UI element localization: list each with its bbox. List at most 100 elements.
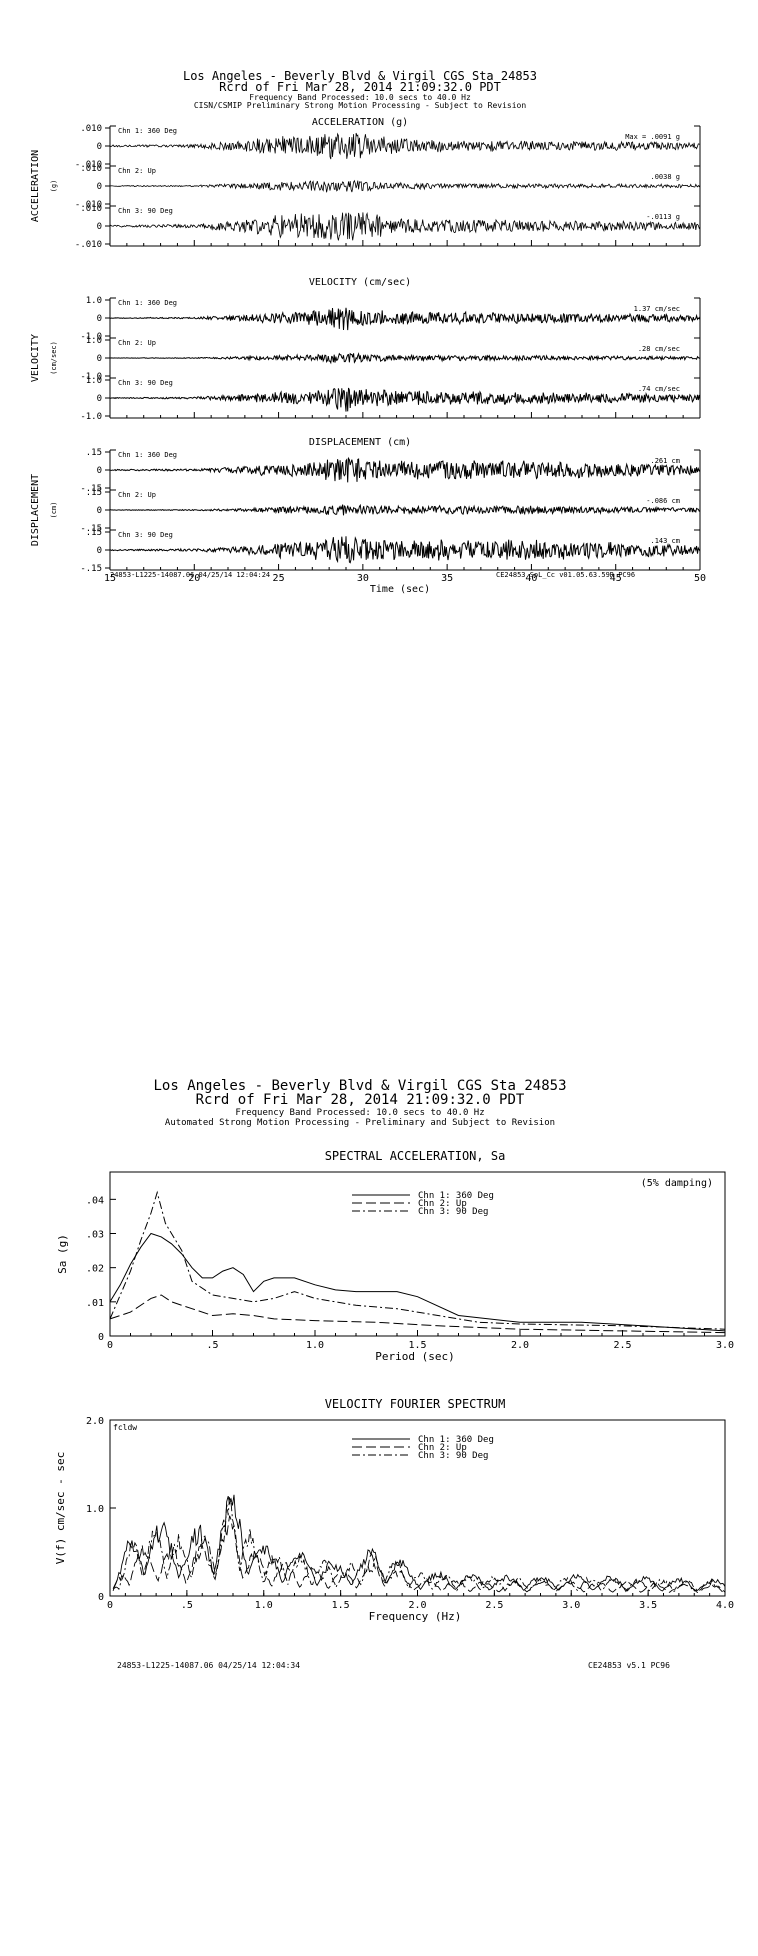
trace-2	[110, 503, 701, 516]
y-tick-label: 2.0	[86, 1416, 104, 1427]
damping-annotation: (5% damping)	[641, 1178, 713, 1189]
chart-title: VELOCITY FOURIER SPECTRUM	[325, 1397, 506, 1411]
y-axis-title: Sa (g)	[56, 1234, 69, 1274]
y-tick-label: .04	[86, 1195, 104, 1206]
legend-label: Chn 3: 90 Deg	[418, 1451, 488, 1461]
page1-footer-left: 24853-L1225-14087.06 04/25/14 12:04:24	[110, 571, 270, 579]
x-tick-label: 2.0	[408, 1600, 426, 1611]
series-line-3	[113, 1496, 726, 1593]
group-ylabel: VELOCITY	[30, 334, 41, 382]
y-tick-label: 1.0	[86, 1504, 104, 1515]
x-tick-label: 2.0	[511, 1340, 529, 1351]
y-tick-label: 0	[97, 314, 102, 324]
y-tick-label: -.010	[75, 240, 102, 250]
y-tick-label: -1.0	[80, 412, 102, 422]
page1-record: Rcrd of Fri Mar 28, 2014 21:09:32.0 PDT	[219, 80, 501, 94]
x-tick-label: 3.0	[716, 1340, 734, 1351]
x-tick-label: 35	[441, 573, 453, 584]
series-line-2	[112, 1515, 726, 1594]
max-value-label: .0038 g	[650, 173, 680, 181]
x-tick-label: 45	[610, 573, 622, 584]
channel-label: Chn 2: Up	[118, 167, 156, 175]
channel-label: Chn 1: 360 Deg	[118, 127, 177, 135]
channel-label: Chn 2: Up	[118, 339, 156, 347]
x-tick-label: 1.5	[332, 1600, 350, 1611]
y-tick-label: 0	[97, 466, 102, 476]
legend-label: Chn 3: 90 Deg	[418, 1207, 488, 1217]
trace-2	[109, 179, 701, 193]
y-tick-label: .15	[86, 528, 102, 538]
channel-label: Chn 2: Up	[118, 491, 156, 499]
max-value-label: -.0113 g	[646, 213, 680, 221]
y-tick-label: .010	[80, 124, 102, 134]
legend-label: Chn 1: 360 Deg	[418, 1191, 494, 1201]
x-tick-label: 0	[107, 1600, 113, 1611]
page2-processing: Automated Strong Motion Processing - Pre…	[165, 1118, 555, 1128]
page2-record: Rcrd of Fri Mar 28, 2014 21:09:32.0 PDT	[196, 1092, 525, 1108]
max-value-label: 1.37 cm/sec	[634, 305, 680, 313]
x-tick-label: 3.0	[562, 1600, 580, 1611]
trace-3	[109, 536, 701, 564]
channel-label: Chn 1: 360 Deg	[118, 299, 177, 307]
group-yunit: (cm/sec)	[50, 341, 58, 375]
y-tick-label: .03	[86, 1230, 104, 1241]
max-value-label: .74 cm/sec	[638, 385, 680, 393]
y-tick-label: -.15	[80, 564, 102, 574]
y-tick-label: 1.0	[86, 376, 102, 386]
group-ylabel: ACCELERATION	[30, 150, 41, 222]
legend-label: Chn 2: Up	[418, 1443, 467, 1453]
y-tick-label: .01	[86, 1298, 104, 1309]
group-yunit: (cm)	[50, 502, 58, 519]
y-tick-label: .010	[80, 164, 102, 174]
x-tick-label: .5	[206, 1340, 218, 1351]
x-tick-label: 2.5	[613, 1340, 631, 1351]
x-tick-label: 50	[694, 573, 706, 584]
max-value-label: -.086 cm	[646, 497, 680, 505]
y-tick-label: .15	[86, 488, 102, 498]
series-line-1	[112, 1494, 726, 1592]
y-tick-label: 0	[97, 506, 102, 516]
y-tick-label: .02	[86, 1264, 104, 1275]
y-tick-label: 0	[97, 354, 102, 364]
y-tick-label: 0	[97, 546, 102, 556]
legend-label: Chn 1: 360 Deg	[418, 1435, 494, 1445]
y-tick-label: 1.0	[86, 336, 102, 346]
x-tick-label: 30	[357, 573, 369, 584]
y-tick-label: 1.0	[86, 296, 102, 306]
channel-label: Chn 3: 90 Deg	[118, 531, 173, 539]
page2-footer-left: 24853-L1225-14087.06 04/25/14 12:04:34	[117, 1661, 300, 1670]
x-tick-label: 2.5	[485, 1600, 503, 1611]
x-tick-label: 25	[273, 573, 285, 584]
group-ylabel: DISPLACEMENT	[30, 474, 41, 546]
y-tick-label: 0	[97, 142, 102, 152]
corner-label: fcldw	[113, 1423, 137, 1432]
trace-1	[109, 456, 701, 483]
spectral-acceleration-chart: SPECTRAL ACCELERATION, Sa (5% damping) 0 .5…	[56, 1149, 734, 1363]
page2-footer-right: CE24853 v5.1 PC96	[588, 1661, 670, 1670]
fourier-spectrum-chart: VELOCITY FOURIER SPECTRUM fcldw 0 .5 1.0 1.5 2…	[54, 1397, 734, 1623]
group-title: VELOCITY (cm/sec)	[309, 277, 411, 288]
max-value-label: .143 cm	[650, 537, 680, 545]
max-value-label: .28 cm/sec	[638, 345, 680, 353]
trace-1	[109, 132, 701, 160]
x-tick-label: .5	[181, 1600, 193, 1611]
y-tick-label: 0	[98, 1332, 104, 1343]
max-value-label: .261 cm	[650, 457, 680, 465]
page1-processing: CISN/CSMIP Preliminary Strong Motion Pro…	[194, 101, 527, 110]
page2-band: Frequency Band Processed: 10.0 secs to 4…	[235, 1108, 484, 1118]
x-tick-label: 20	[188, 573, 200, 584]
page1-footer-right: CE24853 SoL_Cc v01.05.63.59R PC96	[496, 571, 635, 579]
series-line-1	[109, 1232, 726, 1332]
y-tick-label: 0	[98, 1592, 104, 1603]
x-tick-label: 1.5	[408, 1340, 426, 1351]
page1-title: Los Angeles - Beverly Blvd & Virgil CGS …	[183, 69, 537, 83]
y-tick-label: -.15	[80, 524, 102, 534]
trace-3	[109, 387, 701, 412]
y-tick-label: -.010	[75, 160, 102, 170]
y-tick-label: -1.0	[80, 372, 102, 382]
legend-label: Chn 2: Up	[418, 1199, 467, 1209]
trace-3	[109, 212, 701, 241]
y-tick-label: .010	[80, 204, 102, 214]
x-axis-title: Frequency (Hz)	[369, 1610, 462, 1623]
chart-title: SPECTRAL ACCELERATION, Sa	[325, 1149, 506, 1163]
